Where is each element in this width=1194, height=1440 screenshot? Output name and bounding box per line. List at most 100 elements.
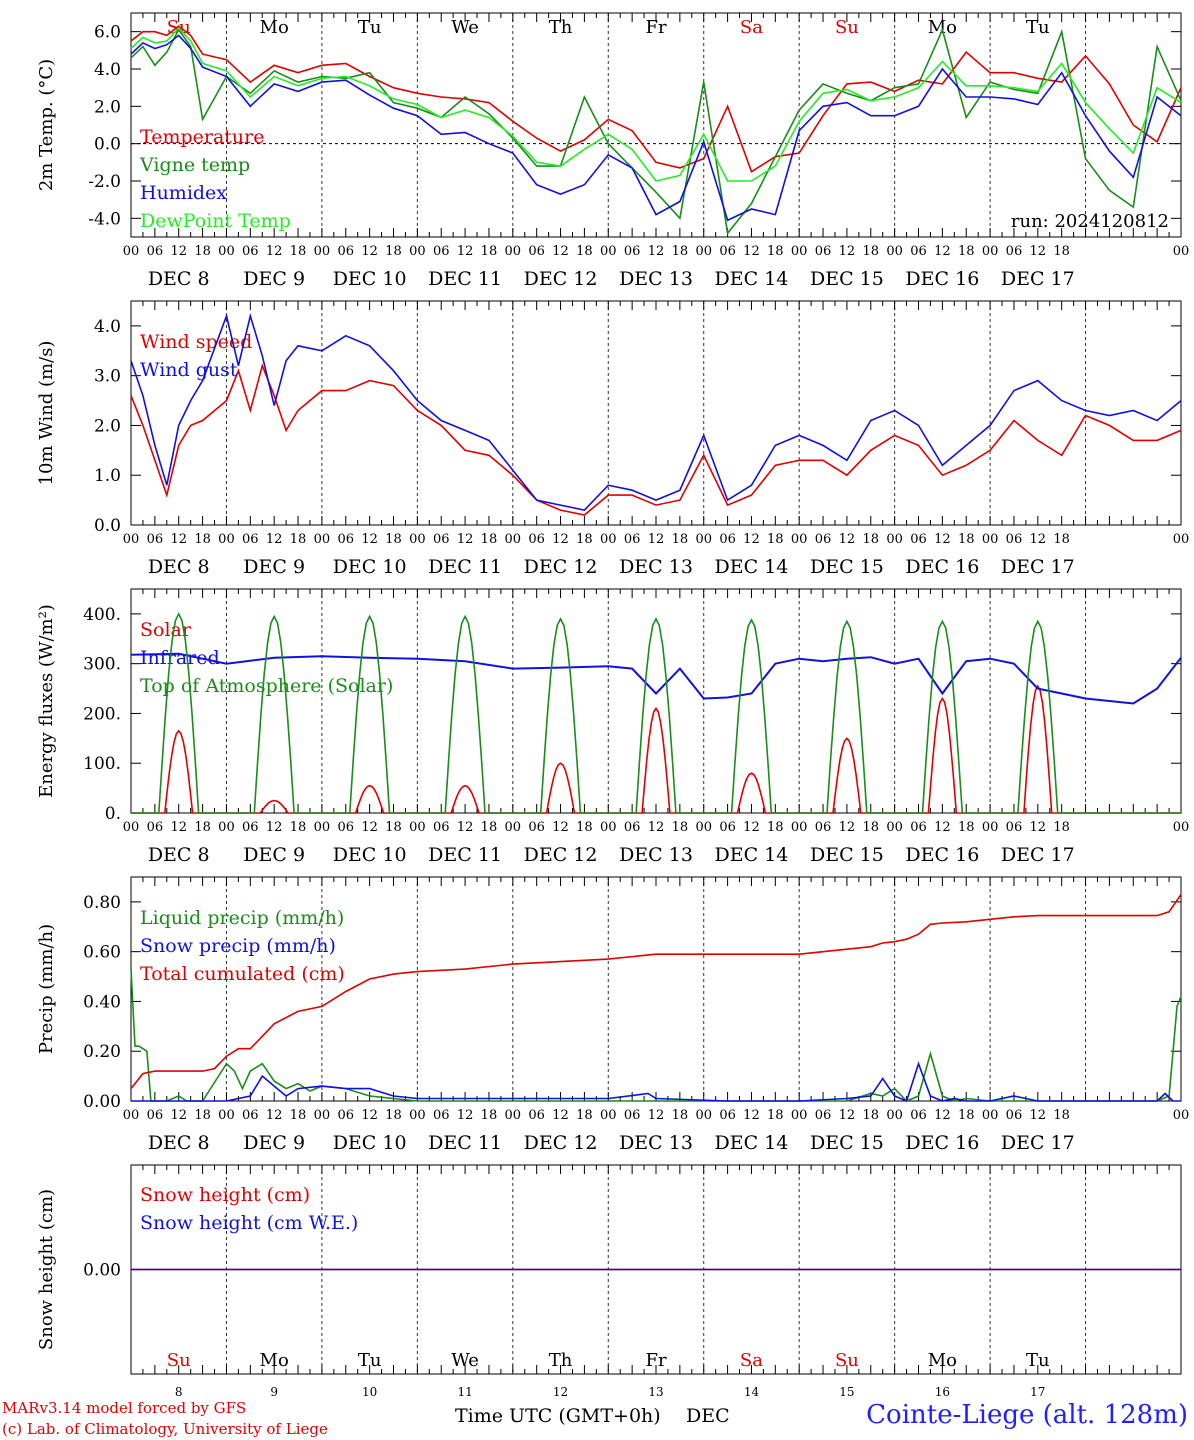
hour-label: 06 [147, 244, 164, 259]
weekday-label: Mo [928, 1350, 957, 1371]
hour-label: 00 [695, 532, 712, 547]
hour-label: 00 [218, 532, 235, 547]
hour-label: 18 [1053, 244, 1070, 259]
hour-label: 06 [1006, 1108, 1023, 1123]
date-label: DEC 10 [333, 556, 407, 578]
hour-label: 18 [481, 532, 498, 547]
hour-label: 12 [266, 1108, 283, 1123]
hour-label: 18 [194, 244, 211, 259]
hour-label: 12 [457, 1108, 474, 1123]
hour-label: 18 [767, 532, 784, 547]
hour-label: 18 [958, 244, 975, 259]
weekday-label: Fr [645, 1350, 666, 1371]
hour-label: 18 [290, 532, 307, 547]
hour-label: 12 [552, 532, 569, 547]
date-label: DEC 9 [243, 268, 305, 290]
y-tick-label: 0.60 [83, 943, 121, 963]
hour-label: 12 [1030, 820, 1047, 835]
hour-label: 18 [767, 244, 784, 259]
legend-entry: Snow height (cm W.E.) [140, 1212, 358, 1234]
day-number-label: 8 [175, 1385, 183, 1399]
y-axis-title: Precip (mm/h) [36, 924, 57, 1054]
y-tick-label: 0.00 [83, 1261, 121, 1281]
date-label: DEC 13 [619, 556, 693, 578]
weekday-label: Fr [645, 17, 666, 38]
hour-label: 00 [314, 244, 331, 259]
hour-label: 00 [505, 820, 522, 835]
hour-label: 00 [218, 820, 235, 835]
y-tick-label: 0.0 [94, 135, 121, 155]
hour-label: 12 [361, 532, 378, 547]
hour-label: 00 [314, 820, 331, 835]
hour-label: 00 [791, 1108, 808, 1123]
legend-entry: Snow height (cm) [140, 1184, 310, 1206]
hour-label: 18 [1053, 820, 1070, 835]
hour-label: 00 [791, 244, 808, 259]
y-axis-title: 2m Temp. (°C) [36, 59, 57, 191]
hour-label: 18 [385, 532, 402, 547]
weekday-label: We [451, 17, 479, 38]
hour-label: 00 [886, 1108, 903, 1123]
hour-label: 18 [672, 244, 689, 259]
day-number-label: 10 [362, 1385, 377, 1399]
station-name: Cointe-Liege (alt. 128m) [866, 1400, 1188, 1430]
hour-label: 12 [266, 244, 283, 259]
hour-label: 00 [982, 820, 999, 835]
hour-label: 12 [361, 820, 378, 835]
y-tick-label: 1.0 [94, 466, 121, 486]
hour-label: 06 [337, 820, 354, 835]
hour-label: 18 [958, 1108, 975, 1123]
series-line-infrared [130, 652, 1182, 705]
hour-label: 12 [266, 532, 283, 547]
hour-label: 12 [648, 244, 665, 259]
hour-label: 12 [170, 244, 187, 259]
date-label: DEC 8 [148, 268, 210, 290]
date-label: DEC 12 [524, 556, 598, 578]
x-axis-title: Time UTC (GMT+0h) [455, 1405, 661, 1427]
hour-label: 18 [862, 820, 879, 835]
date-label: DEC 8 [148, 556, 210, 578]
hour-label: 12 [457, 532, 474, 547]
hour-label: 06 [910, 1108, 927, 1123]
hour-label: 06 [433, 244, 450, 259]
weekday-label: Tu [358, 17, 382, 38]
hour-label: 00 [695, 820, 712, 835]
hour-label: 06 [528, 532, 545, 547]
hour-label: 06 [910, 244, 927, 259]
date-label: DEC 16 [905, 268, 979, 290]
hour-label: 00 [123, 244, 140, 259]
date-label: DEC 17 [1001, 1132, 1075, 1154]
hour-label: 00 [982, 532, 999, 547]
x-axis-title-month: DEC [686, 1405, 730, 1427]
hour-label: 18 [481, 1108, 498, 1123]
series-line-top-of-atmosphere-solar- [131, 612, 1181, 814]
hour-label: 00 [600, 244, 617, 259]
weekday-label: Sa [740, 1350, 763, 1371]
y-tick-label: 4.0 [94, 60, 121, 80]
date-label: DEC 11 [428, 268, 502, 290]
hour-label: 12 [743, 532, 760, 547]
hour-label: 12 [1030, 244, 1047, 259]
legend-entry: Solar [140, 619, 192, 641]
hour-label: 12 [934, 1108, 951, 1123]
hour-label: 00 [600, 820, 617, 835]
panel-frame-1 [130, 300, 1182, 526]
hour-label: 12 [934, 532, 951, 547]
hour-label: 12 [839, 532, 856, 547]
hour-label: 12 [1030, 532, 1047, 547]
weekday-label: Th [549, 17, 573, 38]
legend-entry: Liquid precip (mm/h) [140, 907, 344, 929]
date-label: DEC 15 [810, 268, 884, 290]
hour-label: 18 [385, 820, 402, 835]
day-number-label: 13 [648, 1385, 663, 1399]
hour-label: 00 [314, 1108, 331, 1123]
hour-label: 18 [194, 532, 211, 547]
y-tick-label: 4.0 [94, 317, 121, 337]
weekday-label: Sa [740, 17, 763, 38]
hour-label: 06 [719, 820, 736, 835]
y-tick-label: 100. [83, 754, 121, 774]
hour-label: 12 [457, 244, 474, 259]
hour-label: 00 [886, 244, 903, 259]
y-axis-title: Snow height (cm) [36, 1189, 57, 1350]
